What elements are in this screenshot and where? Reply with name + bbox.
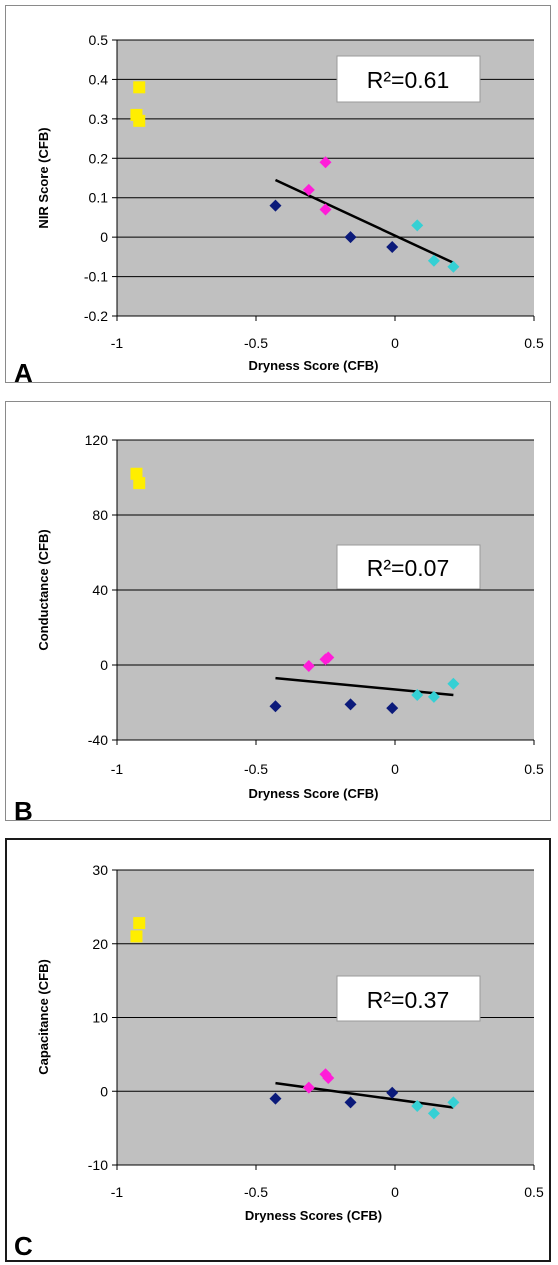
- x-tick-label-b: -0.5: [244, 761, 268, 777]
- x-tick-label-a: 0: [391, 335, 399, 351]
- y-tick-label-a: 0.3: [89, 111, 109, 127]
- r-squared-label-b: R²=0.07: [367, 555, 449, 581]
- y-tick-label-b: 0: [100, 657, 108, 673]
- data-point-diamond-b: [411, 689, 424, 701]
- x-tick-label-c: -0.5: [244, 1184, 268, 1200]
- x-tick-label-b: -1: [111, 761, 124, 777]
- y-tick-label-a: 0.1: [89, 190, 109, 206]
- y-tick-label-a: 0.5: [89, 32, 109, 48]
- data-point-diamond-c: [322, 1071, 335, 1084]
- data-point-square-a: [133, 114, 146, 127]
- data-point-diamond-a: [302, 183, 315, 196]
- y-tick-label-a: 0: [100, 229, 108, 245]
- data-point-diamond-c: [386, 1086, 399, 1099]
- x-tick-label-a: -0.5: [244, 335, 268, 351]
- y-tick-label-c: 0: [100, 1083, 108, 1099]
- y-tick-label-b: 120: [85, 432, 109, 448]
- data-point-diamond-c: [269, 1092, 282, 1105]
- panel-label-a: A: [14, 358, 33, 388]
- data-point-diamond-b: [447, 677, 460, 690]
- data-point-diamond-c: [447, 1096, 460, 1109]
- data-point-diamond-c: [302, 1081, 315, 1094]
- y-axis-title-b: Conductance (CFB): [36, 529, 51, 650]
- data-point-diamond-b: [427, 690, 440, 703]
- y-tick-label-c: 10: [92, 1010, 108, 1026]
- trendline-b: [275, 676, 454, 697]
- x-tick-label-a: -1: [111, 335, 124, 351]
- y-tick-label-a: 0.4: [89, 71, 109, 87]
- data-point-diamond-a: [411, 219, 424, 232]
- data-point-diamond-b: [302, 659, 315, 672]
- y-tick-label-b: 40: [92, 582, 108, 598]
- y-axis-title-a: NIR Score (CFB): [36, 127, 51, 228]
- data-point-diamond-a: [344, 231, 357, 244]
- x-axis-title-c: Dryness Scores (CFB): [245, 1208, 382, 1223]
- trendline-a: [274, 178, 454, 264]
- x-tick-label-b: 0.5: [524, 761, 544, 777]
- data-point-square-b: [130, 467, 143, 480]
- data-point-diamond-b: [344, 698, 357, 711]
- y-tick-label-a: -0.1: [84, 269, 108, 285]
- r-squared-label-c: R²=0.37: [367, 987, 449, 1013]
- data-point-square-b: [133, 477, 146, 490]
- data-point-diamond-b: [322, 651, 335, 664]
- r-squared-box-a: [336, 55, 481, 103]
- y-tick-label-b: 80: [92, 507, 108, 523]
- r-squared-box-c: [336, 975, 481, 1022]
- data-point-diamond-b: [269, 700, 282, 713]
- x-tick-label-a: 0.5: [524, 335, 544, 351]
- x-tick-label-c: 0.5: [524, 1184, 544, 1200]
- data-point-diamond-c: [427, 1107, 440, 1120]
- panel-label-c: C: [14, 1231, 33, 1261]
- data-point-diamond-a: [386, 241, 399, 253]
- data-point-diamond-b: [386, 702, 399, 715]
- data-point-diamond-a: [269, 199, 282, 212]
- r-squared-box-b: [336, 544, 481, 590]
- data-point-diamond-a: [447, 260, 460, 273]
- x-tick-label-c: 0: [391, 1184, 399, 1200]
- x-axis-title-b: Dryness Score (CFB): [248, 786, 378, 801]
- r-squared-label-a: R²=0.61: [367, 67, 449, 93]
- data-point-square-a: [133, 81, 146, 94]
- x-tick-label-c: -1: [111, 1184, 124, 1200]
- x-axis-title-a: Dryness Score (CFB): [248, 358, 378, 373]
- y-tick-label-c: 20: [92, 936, 108, 952]
- data-point-square-c: [133, 917, 146, 930]
- y-tick-label-c: -10: [88, 1157, 108, 1173]
- y-tick-label-c: 30: [92, 862, 108, 878]
- data-point-diamond-c: [411, 1100, 424, 1112]
- data-point-square-c: [130, 930, 143, 943]
- data-point-diamond-a: [319, 203, 332, 216]
- data-point-diamond-c: [344, 1096, 357, 1109]
- panel-label-b: B: [14, 796, 33, 826]
- x-tick-label-b: 0: [391, 761, 399, 777]
- y-tick-label-b: -40: [88, 732, 108, 748]
- y-tick-label-a: 0.2: [89, 150, 109, 166]
- data-point-diamond-a: [319, 156, 332, 169]
- y-axis-title-c: Capacitance (CFB): [36, 959, 51, 1075]
- data-point-diamond-a: [427, 254, 440, 267]
- y-tick-label-a: -0.2: [84, 308, 108, 324]
